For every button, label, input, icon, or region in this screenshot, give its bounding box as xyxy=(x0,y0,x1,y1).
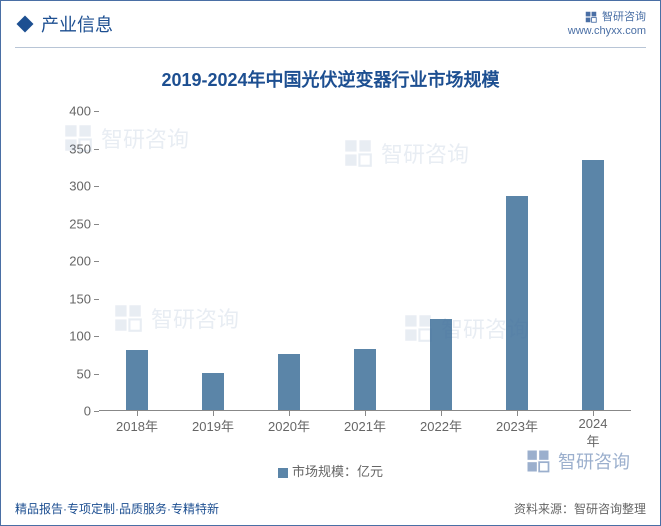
bar xyxy=(354,349,377,411)
header-left: 产业信息 xyxy=(19,11,113,37)
chart-container: information 产业信息 智研咨询 www.chyxx.com 2019… xyxy=(0,0,661,526)
y-tick-mark xyxy=(94,261,99,262)
header-right: 智研咨询 www.chyxx.com xyxy=(568,10,646,39)
header: 产业信息 智研咨询 www.chyxx.com xyxy=(1,1,660,47)
y-tick-mark xyxy=(94,336,99,337)
footer-right: 资料来源：智研咨询整理 xyxy=(514,500,646,517)
y-tick-label: 300 xyxy=(61,179,91,194)
x-tick-label: 2023年 xyxy=(496,416,538,435)
chart-title: 2019-2024年中国光伏逆变器行业市场规模 xyxy=(1,66,660,92)
header-title: 产业信息 xyxy=(41,11,113,37)
y-tick-mark xyxy=(94,111,99,112)
y-tick-label: 150 xyxy=(61,291,91,306)
bar xyxy=(278,354,301,410)
y-tick-label: 250 xyxy=(61,216,91,231)
legend: 市场规模：亿元 xyxy=(1,461,660,480)
y-tick-label: 200 xyxy=(61,254,91,269)
y-tick-mark xyxy=(94,374,99,375)
legend-label: 市场规模：亿元 xyxy=(292,464,383,479)
plot-area xyxy=(99,111,631,411)
bar xyxy=(506,196,529,410)
footer: 精品报告·专项定制·品质服务·专精特新 资料来源：智研咨询整理 xyxy=(15,500,646,517)
footer-left: 精品报告·专项定制·品质服务·专精特新 xyxy=(15,500,219,517)
y-tick-mark xyxy=(94,224,99,225)
y-tick-label: 350 xyxy=(61,141,91,156)
brand-logo-icon xyxy=(584,10,598,24)
diamond-icon xyxy=(17,16,34,33)
y-tick-label: 50 xyxy=(61,366,91,381)
y-tick-mark xyxy=(94,186,99,187)
brand-name: 智研咨询 xyxy=(602,10,646,24)
chart-area: 0501001502002503003504002018年2019年2020年2… xyxy=(61,111,631,441)
y-tick-mark xyxy=(94,411,99,412)
bar xyxy=(202,373,225,411)
brand-url: www.chyxx.com xyxy=(568,24,646,38)
y-tick-label: 100 xyxy=(61,329,91,344)
x-tick-label: 2022年 xyxy=(420,416,462,435)
y-tick-mark xyxy=(94,149,99,150)
y-tick-mark xyxy=(94,299,99,300)
x-tick-label: 2021年 xyxy=(344,416,386,435)
bar xyxy=(430,319,453,411)
bar xyxy=(126,350,149,410)
header-divider xyxy=(15,47,646,48)
x-tick-label: 2024年 xyxy=(574,416,612,450)
legend-swatch xyxy=(278,468,288,478)
y-tick-label: 400 xyxy=(61,104,91,119)
x-tick-label: 2019年 xyxy=(192,416,234,435)
y-tick-label: 0 xyxy=(61,404,91,419)
x-tick-label: 2018年 xyxy=(116,416,158,435)
x-tick-label: 2020年 xyxy=(268,416,310,435)
bar xyxy=(582,160,605,410)
